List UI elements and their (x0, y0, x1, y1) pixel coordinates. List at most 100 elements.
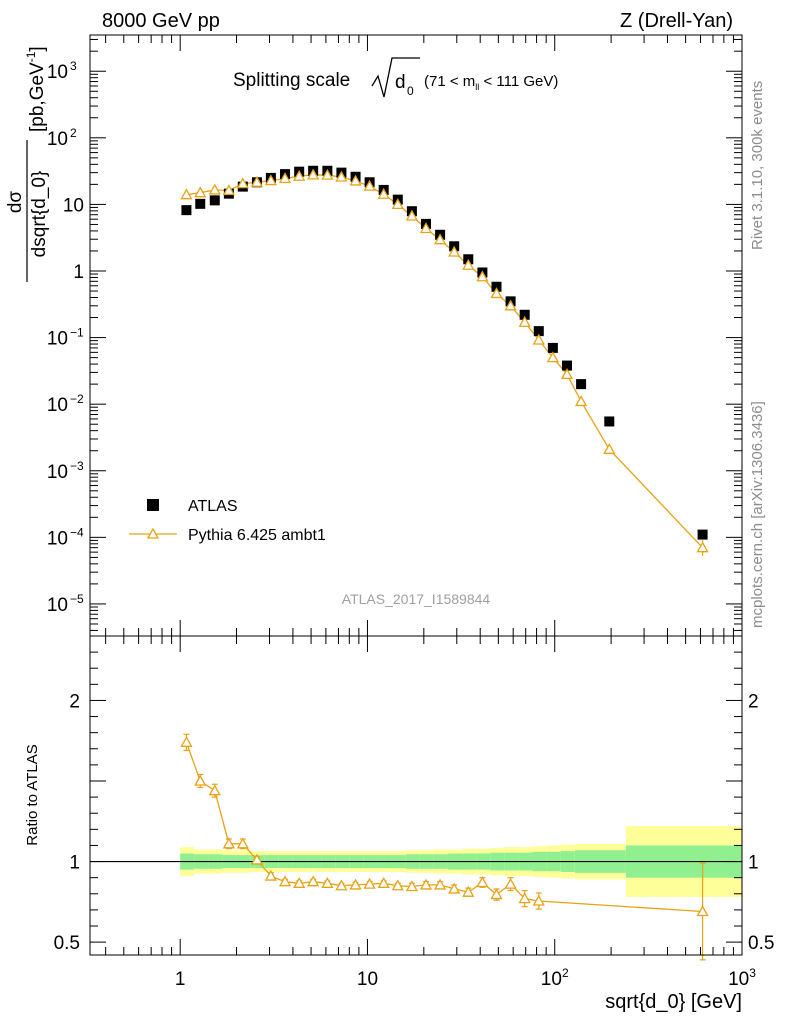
y-tick-exponent: −4 (70, 525, 84, 539)
ratio-point (490, 888, 503, 900)
ratio-point (448, 882, 461, 894)
pythia-point (363, 179, 376, 191)
ratio-y-tick-label: 0.5 (54, 933, 80, 954)
ratio-point (194, 774, 207, 786)
legend: ATLAS Pythia 6.425 ambt1 (129, 498, 326, 544)
x-axis-label: sqrt{d_0} [GeV] (605, 991, 742, 1013)
pythia-point (490, 287, 503, 299)
legend-atlas-label: ATLAS (188, 498, 238, 515)
pythia-point (278, 172, 292, 184)
pythia-point (448, 245, 461, 257)
ratio-point (208, 784, 221, 796)
sqrt-sign (371, 57, 420, 98)
pythia-point (560, 368, 574, 380)
atlas-point (491, 281, 502, 292)
y-tick-exponent: 2 (70, 126, 77, 140)
pythia-point (349, 174, 362, 186)
ratio-point (518, 892, 531, 904)
legend-pythia-marker (146, 527, 160, 539)
ratio-point (180, 735, 193, 747)
y-tick-label: 10 (63, 195, 84, 216)
title-cut: (71 < mll < 111 GeV) (424, 73, 558, 92)
title-text: Splitting scale (233, 70, 350, 91)
ratio-point (321, 876, 334, 888)
ratio-y-tick-label: 1 (69, 853, 80, 874)
atlas-point (195, 198, 206, 209)
y-tick-exponent: −3 (70, 459, 84, 473)
main-ylabel: dσ dsqrt{d_0} [pb,GeV-1] (5, 46, 50, 282)
ratio-point (405, 880, 418, 892)
pythia-point (222, 184, 235, 196)
atlas-point (562, 360, 573, 371)
chart-title: Splitting scale d 0 (71 < mll < 111 GeV) (233, 57, 558, 98)
ratio-point (278, 875, 292, 887)
rivet-label: Rivet 3.1.10, 300k events (749, 81, 766, 250)
ratio-point (462, 885, 475, 897)
ratio-y-tick-label-right: 0.5 (748, 933, 774, 954)
pythia-point (236, 177, 249, 189)
x-tick-label: 1 (175, 969, 186, 990)
atlas-point (576, 379, 587, 390)
pythia-point (391, 198, 404, 210)
ratio-y-tick-label-right: 2 (748, 691, 759, 712)
main-frame (89, 34, 743, 637)
pythia-point (419, 222, 433, 234)
ratio-point (307, 875, 320, 887)
pythia-point (532, 333, 545, 345)
pythia-point (603, 442, 616, 454)
pythia-point (546, 351, 559, 363)
ratio-point (476, 876, 489, 888)
y-tick-exponent: −2 (70, 392, 84, 406)
x-tick-label: 102 (541, 966, 569, 990)
pythia-point (476, 270, 489, 282)
pythia-point (307, 168, 320, 180)
pythia-point (194, 186, 207, 198)
atlas-point (547, 342, 558, 353)
pythia-point (250, 175, 264, 187)
analysis-watermark: ATLAS_2017_I1589844 (342, 591, 491, 607)
ratio-point (236, 837, 249, 849)
ratio-point (335, 879, 348, 891)
y-tick-label: 10 (47, 129, 68, 150)
pythia-point (433, 233, 447, 245)
atlas-point (697, 529, 708, 540)
pythia-point (518, 315, 531, 327)
y-tick-label: 10 (47, 462, 68, 483)
ylabel-units: [pb,GeV-1] (24, 46, 48, 132)
y-tick-label: 10 (47, 62, 68, 83)
ratio-point (264, 869, 277, 881)
pythia-point (504, 299, 517, 311)
atlas-point (519, 309, 530, 320)
pythia-point (335, 170, 348, 182)
atlas-point (533, 326, 544, 337)
pythia-point (574, 395, 588, 407)
title-sqrt-sub: 0 (407, 84, 414, 98)
ratio-point (391, 879, 404, 891)
pythia-point (293, 169, 306, 181)
pythia-point (377, 187, 390, 199)
main-data (180, 165, 709, 556)
ratio-point (532, 894, 545, 906)
y-tick-exponent: −5 (70, 592, 84, 606)
y-tick-exponent: −1 (70, 326, 84, 340)
y-tick-label: 10 (47, 395, 68, 416)
header-left: 8000 GeV pp (102, 10, 220, 32)
ratio-data (90, 733, 742, 961)
atlas-point (181, 205, 192, 216)
pythia-point (321, 168, 334, 180)
ylabel-denominator: dsqrt{d_0} (29, 171, 50, 258)
pythia-point (208, 183, 221, 195)
y-tick-label: 10 (47, 528, 68, 549)
ratio-frame (89, 635, 743, 956)
ratio-y-tick-label: 2 (69, 691, 80, 712)
header-right: Z (Drell-Yan) (620, 10, 733, 32)
ylabel-numerator: dσ (5, 191, 26, 214)
ratio-point (363, 877, 376, 889)
pythia-point (696, 541, 709, 553)
atlas-point (604, 416, 615, 427)
pythia-point (180, 188, 193, 200)
ratio-point (504, 877, 517, 889)
ratio-point (377, 876, 390, 888)
